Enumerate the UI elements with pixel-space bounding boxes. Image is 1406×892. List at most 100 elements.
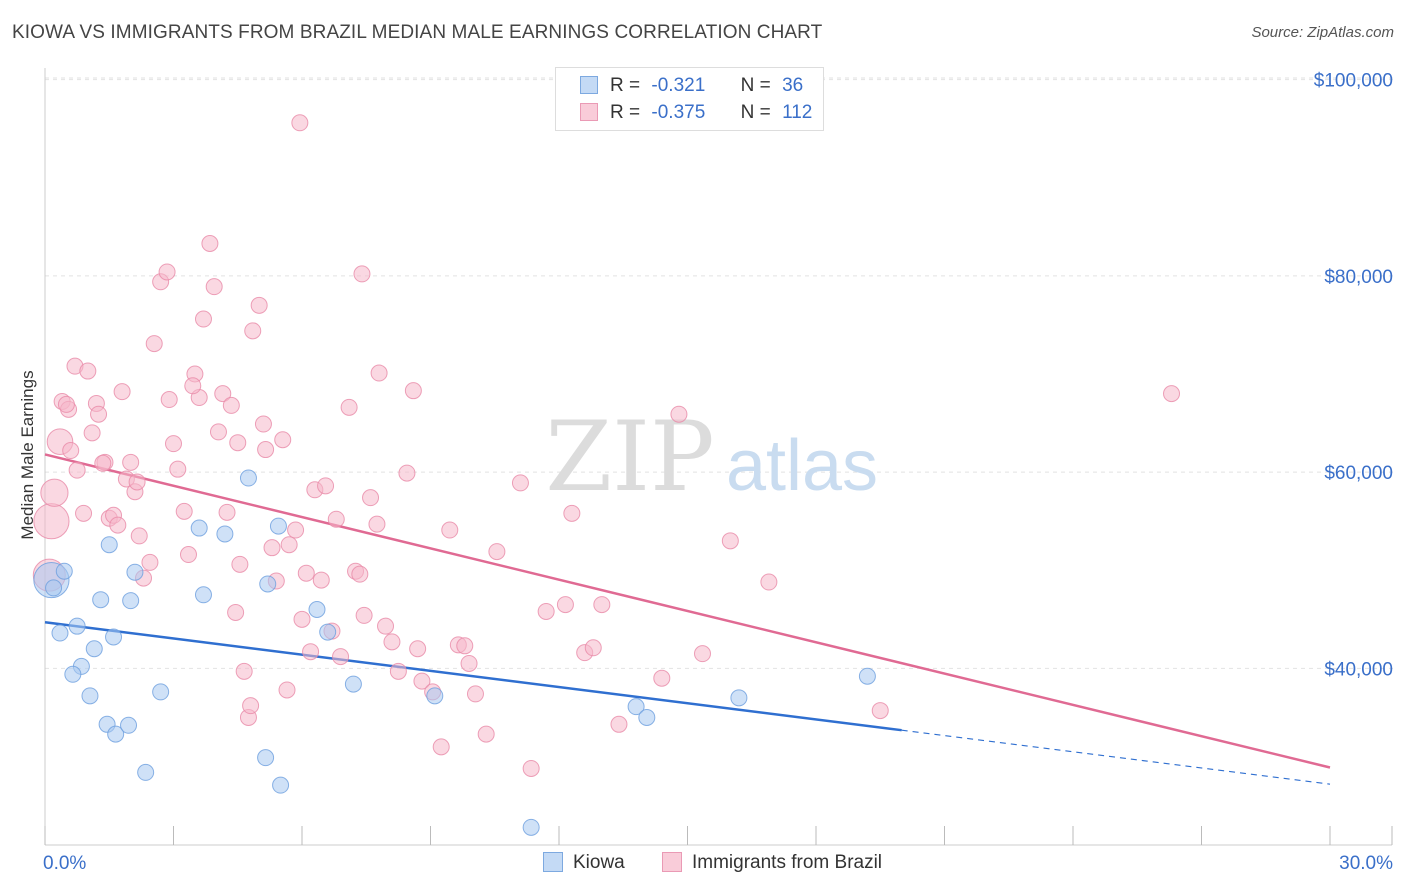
brazil-point [94,454,112,472]
brazil-point [40,478,69,507]
brazil-point [274,431,292,449]
brazil-point [141,553,159,571]
brazil-point [83,424,101,442]
brazil-point [214,385,232,403]
brazil-point [227,603,245,621]
brazil-point [351,565,369,583]
kiowa-point [239,469,257,487]
brazil-point [460,654,478,672]
watermark: ZIP atlas [545,401,878,513]
data-points [32,114,1181,836]
kiowa-point [319,623,337,641]
brazil-point [340,398,358,416]
brazil-point [122,453,140,471]
brazil-point [441,521,459,539]
brazil-point [184,377,202,395]
brazil-point [370,364,388,382]
legend-row-brazil: R = -0.375 N = 112 [580,102,812,126]
kiowa-point [85,640,103,658]
brazil-point [79,362,97,380]
kiowa-point [100,536,118,554]
brazil-point [593,596,611,614]
brazil-point [302,643,320,661]
brazil-point [205,278,223,296]
kiowa-point [344,675,362,693]
brazil-point [165,435,182,453]
brazil-point [175,502,193,520]
brazil-point [456,637,474,655]
bottom-legend-brazil: Immigrants from Brazil [662,852,882,874]
kiowa-point [522,818,540,836]
brazil-point [760,573,778,591]
kiowa-point [190,519,208,537]
legend-r-value: -0.375 [651,102,706,123]
source-label: Source: ZipAtlas.com [1251,24,1394,41]
brazil-point [68,461,86,479]
brazil-point [721,532,739,550]
brazil-swatch [580,103,598,121]
brazil-point [312,571,330,589]
brazil-point [254,415,272,433]
brazil-point [179,546,197,564]
kiowa-point [55,562,73,580]
brazil-point [201,234,219,252]
y-tick-label: $100,000 [1314,71,1393,92]
y-axis-label: Median Male Earnings [18,370,37,539]
legend-r-label: R = [610,75,641,96]
legend-n-value: 112 [782,102,813,123]
axis-labels: $40,000 $60,000 $80,000 $100,000 0.0% 30.0% Me… [18,71,1393,874]
brazil-point [128,473,146,491]
brazil-point [130,527,148,545]
x-tick-label-min: 0.0% [43,853,86,874]
kiowa-point [272,776,290,794]
brazil-point [871,702,889,720]
kiowa-swatch [580,76,598,94]
kiowa-point [105,628,123,646]
kiowa-point [638,708,656,726]
brazil-point [355,606,373,624]
watermark-atlas: atlas [726,426,878,506]
brazil-point [398,464,416,482]
legend-n-value: 36 [782,75,804,96]
brazil-point [477,725,495,743]
kiowa-point [122,592,140,610]
y-tick-label: $40,000 [1324,659,1393,680]
kiowa-legend-swatch [543,852,563,872]
brazil-point [229,434,247,452]
kiowa-point [308,601,326,618]
brazil-point [280,536,298,554]
brazil-point [113,383,131,401]
brazil-point [432,738,450,756]
brazil-point [222,396,240,414]
watermark-zip: ZIP [545,401,714,513]
brazil-point [413,672,431,690]
brazil-point [287,521,305,539]
brazil-point [293,610,311,628]
kiowa-point [107,725,125,743]
brazil-point [693,645,711,663]
brazil-point [556,596,574,614]
brazil-point [145,335,163,353]
brazil-point [389,662,407,680]
brazil-point [263,539,281,557]
kiowa-point [426,687,444,705]
brazil-point [511,474,529,492]
brazil-point [563,504,581,522]
kiowa-point [92,591,110,609]
brazil-point [610,715,628,733]
brazil-point [466,685,484,703]
chart-title: KIOWA VS IMMIGRANTS FROM BRAZIL MEDIAN M… [12,22,823,43]
kiowa-point [137,763,155,781]
brazil-point [383,633,401,651]
brazil-legend-label: Immigrants from Brazil [692,852,883,873]
kiowa-point [627,698,645,716]
correlation-legend: R = -0.321 N = 36 R = -0.375 N = 112 [555,67,824,131]
brazil-point [160,391,178,409]
brazil-point [584,639,602,657]
brazil-point [250,296,268,314]
brazil-point [278,681,296,699]
kiowa-trend-line [44,621,902,732]
brazil-point [57,395,75,413]
legend-n-label: N = [740,75,771,96]
